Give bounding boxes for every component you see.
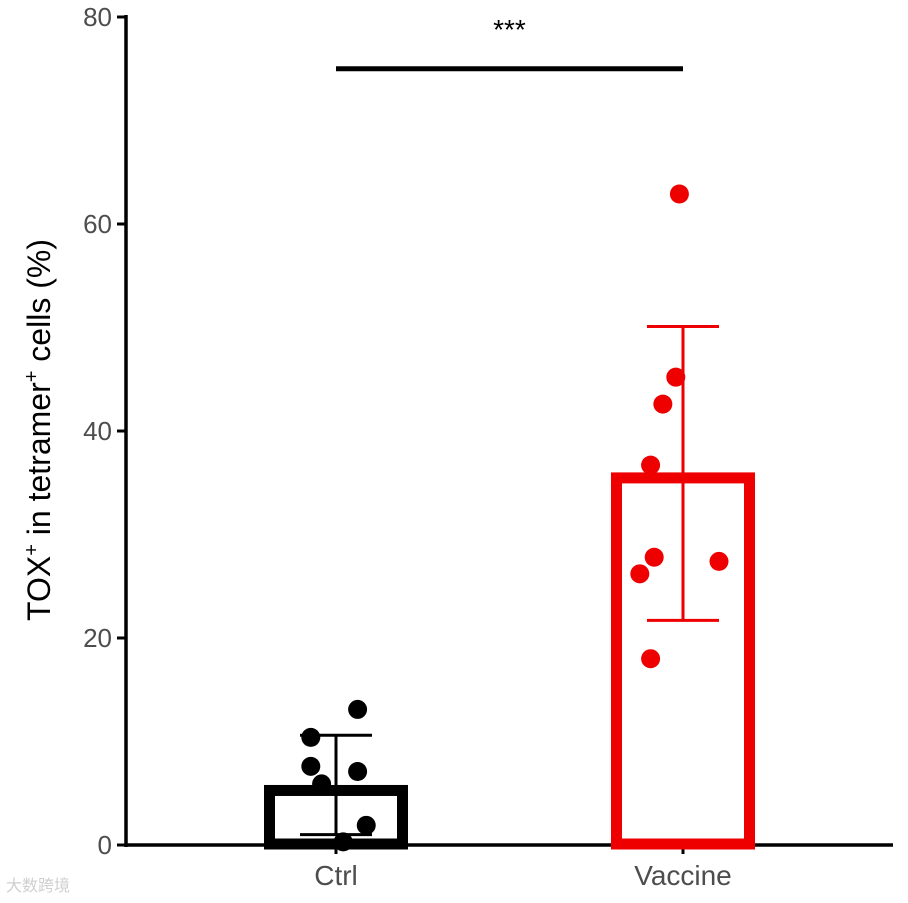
- y-tick-label: 0: [98, 830, 112, 860]
- data-point: [348, 762, 368, 782]
- data-point: [653, 394, 673, 414]
- data-point: [301, 756, 321, 776]
- data-point: [641, 649, 661, 669]
- y-tick-label: 40: [83, 416, 112, 446]
- data-point: [301, 727, 321, 747]
- x-tick-label: Ctrl: [314, 860, 358, 891]
- error-bars: [300, 324, 719, 837]
- data-points: [301, 184, 729, 852]
- data-point: [666, 367, 686, 387]
- significance-annotation: ***: [336, 14, 683, 72]
- data-point: [641, 455, 661, 475]
- y-axis-title: TOX+ in tetramer+ cells (%): [21, 239, 57, 621]
- significance-label: ***: [493, 14, 526, 45]
- y-axis: 0 20 40 60 80: [83, 2, 128, 860]
- data-point: [630, 564, 650, 584]
- y-tick-label: 80: [83, 2, 112, 32]
- data-point: [333, 832, 353, 852]
- data-point: [669, 184, 689, 204]
- y-tick-label: 60: [83, 209, 112, 239]
- data-point: [709, 551, 729, 571]
- y-tick-label: 20: [83, 623, 112, 653]
- x-axis: Ctrl Vaccine: [126, 843, 893, 891]
- watermark-logo: 大数跨境: [6, 876, 71, 895]
- data-point: [356, 815, 376, 835]
- data-point: [312, 774, 332, 794]
- data-point: [644, 547, 664, 567]
- data-point: [348, 699, 368, 719]
- x-tick-label: Vaccine: [634, 860, 732, 891]
- bars: [264, 472, 755, 850]
